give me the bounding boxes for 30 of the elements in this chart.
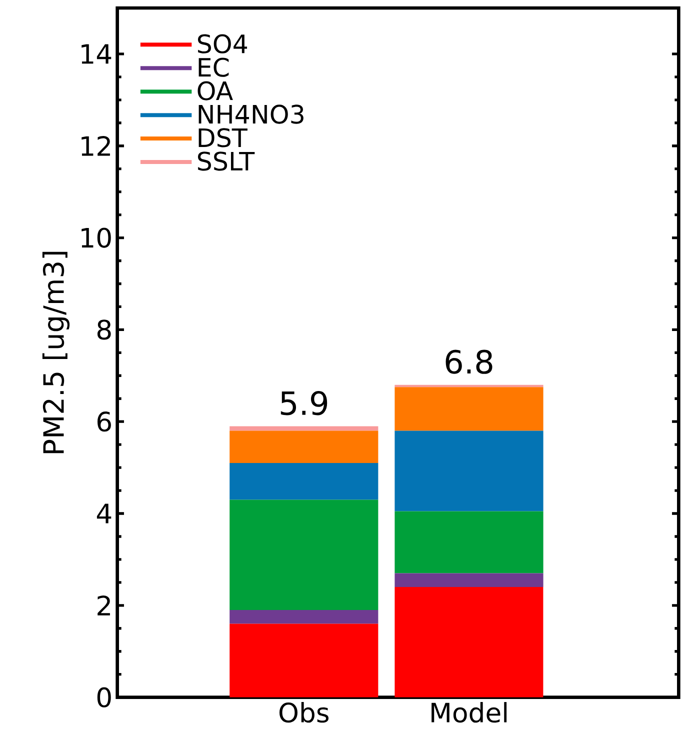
bar: [230, 462, 378, 500]
bar: [394, 573, 544, 588]
y-tick-label: 10: [82, 228, 111, 248]
total-label: 5.9: [280, 391, 328, 416]
bar: [394, 430, 544, 512]
bar: [230, 610, 378, 624]
bar: [394, 511, 544, 574]
x-tick-label: Obs: [279, 702, 328, 723]
y-tick-label: 4: [96, 504, 112, 524]
bar: [394, 587, 544, 698]
bar: [394, 387, 544, 431]
y-tick-label: 8: [97, 320, 111, 340]
bar: [230, 430, 378, 463]
legend-label: DST: [198, 128, 248, 148]
bar: [230, 426, 378, 431]
bar: [230, 500, 378, 610]
legend-label: OA: [198, 81, 233, 100]
y-tick-label: 0: [97, 687, 111, 708]
y-tick-label: 6: [98, 412, 111, 432]
legend-label: NH4NO3: [198, 104, 304, 124]
y-tick-label: 2: [98, 596, 110, 616]
bar: [230, 624, 378, 698]
y-axis-title: PM2.5 [ug/m3]: [42, 252, 70, 454]
legend-label: SSLT: [198, 152, 255, 171]
legend-label: EC: [198, 58, 229, 77]
y-tick-label: 14: [82, 44, 112, 64]
y-tick-label: 12: [82, 136, 110, 156]
legend-label: SO4: [198, 34, 248, 54]
total-label: 6.8: [446, 350, 492, 374]
x-tick-label: Model: [432, 702, 507, 723]
